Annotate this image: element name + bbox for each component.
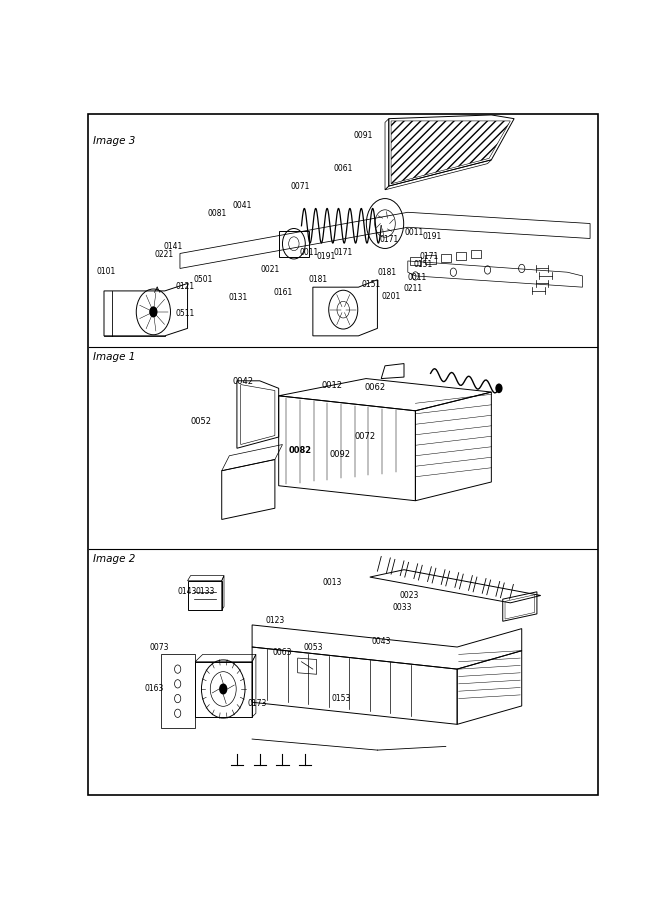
Circle shape <box>219 683 227 695</box>
Text: 0191: 0191 <box>316 253 336 262</box>
Text: 0151: 0151 <box>413 260 433 269</box>
Text: 0063: 0063 <box>273 648 292 657</box>
Bar <box>410 256 421 266</box>
Text: 0082: 0082 <box>289 446 312 454</box>
Text: 0163: 0163 <box>145 683 164 692</box>
Text: 0043: 0043 <box>371 637 391 646</box>
Text: 0501: 0501 <box>193 275 213 284</box>
Text: 0511: 0511 <box>176 310 195 319</box>
Text: 0141: 0141 <box>164 242 183 251</box>
Text: 0092: 0092 <box>330 450 351 459</box>
Polygon shape <box>391 121 510 184</box>
Circle shape <box>495 383 502 393</box>
Bar <box>471 250 481 258</box>
Text: 0123: 0123 <box>266 616 284 625</box>
Text: 0171: 0171 <box>380 235 399 244</box>
Text: 0062: 0062 <box>365 382 386 392</box>
Text: 0151: 0151 <box>361 280 381 289</box>
Text: 0013: 0013 <box>323 578 342 587</box>
Circle shape <box>149 306 157 318</box>
Text: 0171: 0171 <box>419 253 439 262</box>
Text: 0012: 0012 <box>322 381 343 390</box>
Text: 0061: 0061 <box>333 165 353 174</box>
Text: 0121: 0121 <box>175 283 194 292</box>
Text: 0181: 0181 <box>309 275 328 284</box>
Text: 0171: 0171 <box>333 248 353 256</box>
Text: 0023: 0023 <box>399 591 419 600</box>
Text: 0011: 0011 <box>300 248 319 256</box>
Text: 0161: 0161 <box>274 288 293 297</box>
Text: 0011: 0011 <box>407 273 427 282</box>
Text: 0021: 0021 <box>261 265 280 274</box>
Text: 0201: 0201 <box>381 292 401 301</box>
Text: 0211: 0211 <box>404 284 423 293</box>
Text: 0042: 0042 <box>232 376 254 385</box>
Text: 0073: 0073 <box>149 644 169 652</box>
Text: 0221: 0221 <box>155 249 173 258</box>
Text: 0053: 0053 <box>304 643 323 652</box>
Text: Image 3: Image 3 <box>93 136 135 146</box>
Text: 0101: 0101 <box>96 267 116 276</box>
Text: 0011: 0011 <box>405 228 424 237</box>
Text: 0052: 0052 <box>190 417 211 426</box>
Text: 0133: 0133 <box>196 587 215 596</box>
Text: 0091: 0091 <box>354 131 373 140</box>
Text: 0041: 0041 <box>232 201 252 210</box>
Text: 0153: 0153 <box>332 694 351 703</box>
Text: 0081: 0081 <box>207 209 227 218</box>
Text: 0143: 0143 <box>178 587 197 596</box>
Bar <box>441 254 451 262</box>
Text: 0131: 0131 <box>229 292 248 302</box>
Bar <box>456 252 466 260</box>
Text: 0181: 0181 <box>378 268 397 277</box>
Text: 0033: 0033 <box>392 603 411 612</box>
Text: Image 2: Image 2 <box>93 554 135 564</box>
Text: 0173: 0173 <box>248 699 267 708</box>
Text: 0071: 0071 <box>290 182 310 191</box>
Text: Image 1: Image 1 <box>93 352 135 362</box>
Bar <box>425 256 436 264</box>
Text: 0191: 0191 <box>422 231 442 240</box>
Text: 0072: 0072 <box>355 432 376 441</box>
